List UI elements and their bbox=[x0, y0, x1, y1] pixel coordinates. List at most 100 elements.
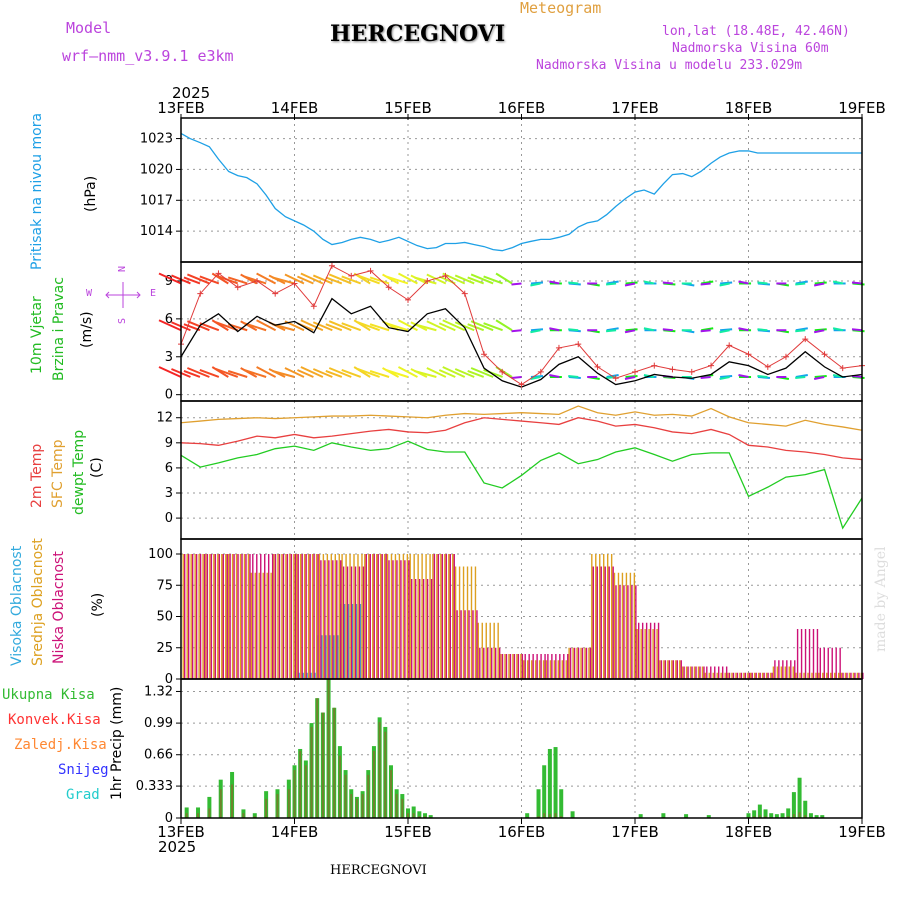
wind-arrow bbox=[757, 281, 768, 285]
wind-arrow bbox=[369, 276, 390, 285]
cloud-low-bar bbox=[290, 554, 293, 679]
y-tick-label: 0 bbox=[165, 672, 173, 687]
cloud-mid-bar bbox=[761, 672, 764, 679]
cloud-low-bar bbox=[245, 554, 247, 679]
cloud-mid-bar bbox=[293, 554, 295, 679]
cloud-mid-bar bbox=[341, 554, 343, 679]
cloud-mid-bar bbox=[667, 660, 669, 679]
cloud-low-bar bbox=[336, 560, 338, 679]
wind-arrow bbox=[795, 280, 808, 285]
precip-conv-bar bbox=[219, 789, 222, 818]
wind-arrow bbox=[300, 319, 324, 332]
cloud-high-bar bbox=[306, 672, 308, 679]
cloud-low-bar bbox=[430, 579, 433, 679]
wind-arrow bbox=[357, 321, 380, 332]
cloud-mid-bar bbox=[856, 672, 859, 679]
cloud-mid-bar bbox=[235, 554, 238, 679]
year-bottom: 2025 bbox=[158, 838, 197, 856]
cloud-low-bar bbox=[426, 579, 429, 679]
cloud-mid-bar bbox=[452, 554, 454, 679]
cloud-low-bar bbox=[823, 647, 825, 679]
wind-arrow bbox=[353, 272, 371, 285]
precip-conv-bar bbox=[554, 813, 557, 818]
cloud-low-bar bbox=[596, 566, 598, 679]
wind-arrow bbox=[530, 376, 541, 380]
cloud-mid-bar bbox=[379, 554, 382, 679]
cloud-mid-bar bbox=[549, 660, 552, 679]
cloud-mid-bar bbox=[190, 554, 192, 679]
cloud-low-bar bbox=[532, 654, 534, 679]
precip-snow-label: Snijeg bbox=[58, 762, 109, 778]
cloud-mid-bar bbox=[656, 629, 658, 679]
cloud-mid-bar bbox=[466, 566, 469, 679]
cloud-mid-bar bbox=[225, 554, 227, 679]
cloud-high-bar bbox=[359, 604, 362, 679]
cloud-mid-bar bbox=[818, 672, 820, 679]
wind-arrow bbox=[414, 323, 437, 332]
cloud-mid-bar bbox=[254, 572, 256, 679]
precip-total-bar bbox=[417, 811, 422, 818]
cloud-mid-bar bbox=[716, 672, 718, 679]
cloud-mid-bar bbox=[194, 554, 196, 679]
cloud-low-bar bbox=[619, 585, 621, 679]
cloud-low-bar bbox=[850, 672, 852, 679]
cloud-mid-bar bbox=[353, 554, 355, 679]
cloud-mid-bar bbox=[815, 672, 817, 679]
cloud-low-bar bbox=[808, 629, 811, 679]
cloud-low-bar bbox=[581, 647, 584, 679]
cloud-mid-bar bbox=[580, 647, 582, 679]
cloud-low-bar bbox=[627, 585, 629, 679]
cloud-low-bar bbox=[487, 647, 489, 679]
cloud-low-bar bbox=[342, 566, 345, 679]
cloud-low-bar bbox=[441, 554, 444, 679]
y-tick-label: 9 bbox=[165, 436, 173, 451]
wind-arrow bbox=[199, 275, 220, 285]
date-label-bottom: 17FEB bbox=[611, 823, 658, 841]
precip-total-bar bbox=[547, 748, 552, 818]
wind-arrow bbox=[341, 322, 362, 332]
cloud-low-bar bbox=[812, 629, 815, 679]
wind-arrow bbox=[158, 366, 182, 378]
wind-arrow bbox=[549, 280, 560, 285]
wind-arrow bbox=[700, 375, 711, 379]
precip-total-bar bbox=[746, 813, 751, 818]
cloud-low-bar bbox=[524, 654, 526, 679]
cloud-low-bar bbox=[184, 554, 186, 679]
precip-total-bar bbox=[763, 809, 768, 818]
cloud-mid-bar bbox=[553, 660, 556, 679]
cloud-low-bar bbox=[589, 647, 592, 679]
wind-arrow bbox=[186, 320, 210, 332]
wind-arrow bbox=[438, 369, 456, 378]
cloud-mid-bar bbox=[448, 554, 450, 679]
footer-station: HERCEGNOVI bbox=[330, 863, 427, 878]
precip-hail-label: Grad bbox=[66, 787, 100, 803]
cloud-low-bar bbox=[800, 629, 803, 679]
cloud-low-bar bbox=[214, 554, 217, 679]
wind-arrow bbox=[719, 329, 730, 334]
cloud-mid-bar bbox=[685, 666, 688, 679]
wind-gust-point bbox=[461, 290, 468, 297]
cloud-low-bar bbox=[567, 654, 569, 679]
cloud-low-bar bbox=[691, 666, 693, 679]
cloud-low-bar bbox=[437, 554, 440, 679]
date-label-bottom: 18FEB bbox=[725, 823, 772, 841]
wind-arrow bbox=[530, 282, 541, 287]
wind-arrow bbox=[328, 273, 352, 285]
wind-arrow bbox=[312, 321, 333, 332]
wind-arrow bbox=[297, 369, 314, 378]
cloud-low-bar bbox=[536, 654, 538, 679]
cloud-mid-bar bbox=[848, 672, 851, 679]
cloud-low-bar bbox=[732, 672, 735, 679]
cloud-mid-bar bbox=[182, 554, 184, 679]
precip-conv-bar bbox=[753, 816, 756, 818]
cloud-high-bar bbox=[347, 604, 350, 679]
wind-gust-point bbox=[254, 277, 261, 284]
wind-arrow bbox=[568, 281, 579, 285]
cloud-mid-bar bbox=[315, 554, 318, 679]
cloud-mid-bar bbox=[795, 672, 797, 679]
wind-gust-point bbox=[821, 351, 828, 358]
cloud-low-bar bbox=[657, 622, 660, 679]
cloud-mid-bar bbox=[250, 572, 252, 679]
cloud-low-bar bbox=[385, 554, 387, 679]
cloud-low-bar bbox=[728, 672, 731, 679]
